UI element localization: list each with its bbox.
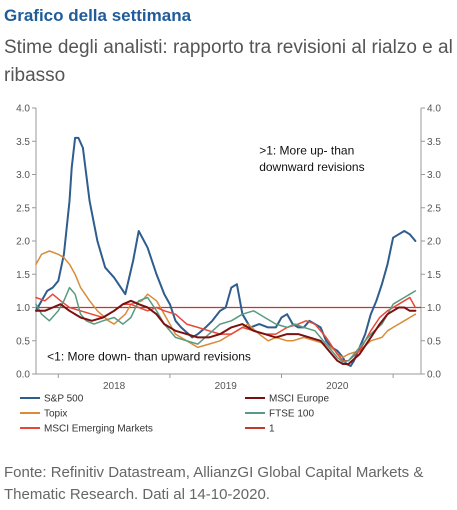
x-tick-label: 2019 xyxy=(215,381,238,392)
annotations: >1: More up- than downward revisions <1: M… xyxy=(47,144,364,364)
legend-label: MSCI Europe xyxy=(269,394,329,405)
chart-heading: Grafico della settimana xyxy=(4,6,192,25)
y-tick-label-left: 2.5 xyxy=(16,203,30,214)
series-line-msci_em xyxy=(35,293,417,362)
y-tick-label-left: 3.5 xyxy=(16,137,30,148)
legend-label: Topix xyxy=(44,409,67,420)
legend-label: S&P 500 xyxy=(44,394,84,405)
y-tick-label-right: 2.5 xyxy=(427,203,441,214)
chart-subtitle: Stime degli analisti: rapporto tra revis… xyxy=(4,37,453,86)
chart-container: 0.0 0.0 0.5 0.5 1.0 1.0 1.5 1.5 2.0 2.0 2.5 2.5 3.0 3… xyxy=(0,96,457,441)
y-tick-label-right: 4.0 xyxy=(427,104,441,115)
y-tick-label-left: 1.0 xyxy=(16,303,30,314)
series-lines xyxy=(35,136,421,367)
y-tick-label-left: 0.5 xyxy=(16,336,30,347)
annotation-text: >1: More up- than xyxy=(259,144,354,158)
y-tick-label-left: 2.0 xyxy=(16,237,30,248)
legend-label: 1 xyxy=(269,424,275,435)
y-tick-label-left: 1.5 xyxy=(16,270,30,281)
y-tick-label-right: 3.5 xyxy=(427,137,441,148)
y-tick-label-right: 3.0 xyxy=(427,170,441,181)
legend-label: MSCI Emerging Markets xyxy=(44,424,153,435)
y-tick-label-left: 3.0 xyxy=(16,170,30,181)
axes: 0.0 0.0 0.5 0.5 1.0 1.0 1.5 1.5 2.0 2.0 2.5 2.5 3.0 3… xyxy=(16,104,441,393)
y-tick-label-right: 1.0 xyxy=(427,303,441,314)
annotation-text: downward revisions xyxy=(259,160,364,174)
x-tick-label: 2020 xyxy=(326,381,349,392)
legend-label: FTSE 100 xyxy=(269,409,314,420)
y-tick-label-left: 4.0 xyxy=(16,104,30,115)
annotation-text: <1: More down- than upward revisions xyxy=(47,350,251,364)
y-tick-label-right: 1.5 xyxy=(427,270,441,281)
y-tick-label-left: 0.0 xyxy=(16,370,30,381)
y-tick-label-right: 0.5 xyxy=(427,336,441,347)
line-chart: 0.0 0.0 0.5 0.5 1.0 1.0 1.5 1.5 2.0 2.0 2.5 2.5 3.0 3… xyxy=(16,104,441,435)
series-line-msci_europe xyxy=(35,299,417,365)
source-note: Fonte: Refinitiv Datastream, AllianzGI G… xyxy=(4,464,424,503)
series-line-ftse100 xyxy=(35,286,417,363)
legend: S&P 500 MSCI Europe Topix FTSE 100 MSCI Emer… xyxy=(20,394,329,435)
x-tick-label: 2018 xyxy=(103,381,126,392)
y-tick-label-right: 2.0 xyxy=(427,237,441,248)
y-tick-label-right: 0.0 xyxy=(427,370,441,381)
